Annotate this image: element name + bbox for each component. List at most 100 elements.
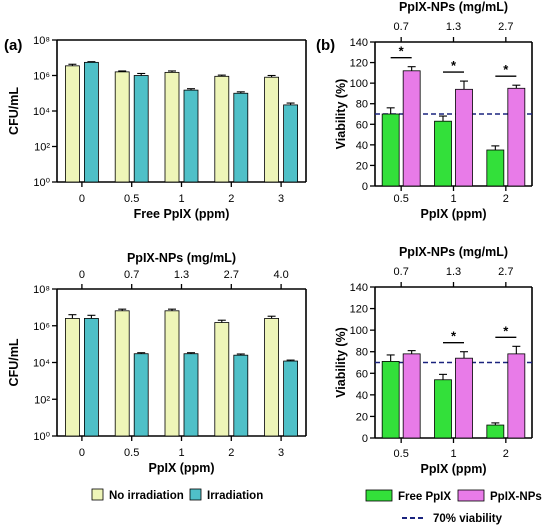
- y-tick-label: 10⁸: [33, 284, 50, 296]
- y-tick-label: 10⁰: [33, 177, 50, 189]
- bar-ppix-nps: [507, 87, 526, 187]
- x-tick-label: 2: [228, 447, 234, 459]
- top-tick-label: 0.7: [124, 269, 139, 281]
- y-tick-label: 10²: [34, 394, 50, 406]
- y-tick-label: 140: [350, 37, 368, 49]
- top-tick-label: 2.7: [224, 269, 239, 281]
- x-tick-label: 3: [278, 193, 284, 205]
- top-tick-label: 2.7: [498, 266, 513, 278]
- y-tick-label: 10⁶: [33, 321, 50, 333]
- legend-swatch-free-pplx: [365, 489, 393, 502]
- bar-no-irradiation: [264, 318, 280, 437]
- bar-irradiation: [183, 353, 199, 437]
- y-tick-label: 40: [356, 390, 368, 402]
- bar-irradiation: [233, 354, 249, 437]
- x-tick-label: 3: [278, 447, 284, 459]
- bar-no-irradiation: [214, 322, 230, 437]
- y-tick-label: 10⁴: [33, 106, 50, 118]
- top-tick-label: 1.3: [446, 21, 461, 33]
- y-tick-label: 20: [356, 160, 368, 172]
- top-tick-label: 1.3: [174, 269, 189, 281]
- legends: No irradiation Irradiation Free PpIX PpIX-N…: [91, 488, 542, 525]
- y-tick-label: 10⁰: [33, 431, 50, 443]
- y-tick-label: 140: [350, 282, 368, 294]
- legend-label: 70% viability: [433, 513, 503, 525]
- bar-free-ppix: [434, 379, 452, 439]
- y-tick-label: 60: [356, 119, 368, 131]
- y-tick-label: 120: [350, 58, 368, 70]
- y-tick-label: 10⁴: [33, 358, 50, 370]
- bar-no-irradiation: [65, 318, 80, 437]
- bar-no-irradiation: [264, 76, 280, 183]
- bar-ppix-nps: [402, 353, 421, 439]
- x-tick-label: 2: [503, 448, 509, 460]
- top-tick-label: 2.7: [498, 21, 513, 33]
- bar-no-irradiation: [114, 71, 130, 183]
- y-axis-label: CFU/mL: [7, 87, 21, 135]
- legend-label: PpIX-NPs: [490, 491, 542, 503]
- top-axis-label: PpIX-NPs (mg/mL): [399, 245, 508, 259]
- legend-label: Free PpIX: [398, 491, 451, 503]
- x-axis-label: PpIX (ppm): [149, 461, 215, 475]
- bar-ppix-nps: [455, 357, 473, 439]
- bar-irradiation: [283, 104, 299, 183]
- x-tick-label: 0: [79, 193, 85, 205]
- x-axis-label: PpIX (ppm): [421, 462, 487, 476]
- x-tick-label: 1: [178, 193, 184, 205]
- chart-b2: 0 20 40 60 80 100 120 140 0.5 0.7 1 1.3 * 2 2.7 * PpIX (…: [334, 245, 533, 476]
- panel-label-a: (a): [4, 37, 22, 54]
- charts: 10⁰ 10² 10⁴ 10⁶ 10⁸ 0 0.5 1 2 3 Free PpIX (ppm) CFU…: [7, 0, 533, 476]
- legend-label: No irradiation: [109, 490, 184, 502]
- y-tick-label: 80: [356, 347, 368, 359]
- y-tick-label: 100: [350, 78, 368, 90]
- bar-irradiation: [283, 360, 299, 437]
- x-tick-label: 1: [450, 193, 456, 205]
- legend-swatch-pplx-nps: [457, 489, 485, 502]
- bar-free-ppix: [434, 120, 452, 187]
- y-axis-label: Viability (%): [334, 327, 348, 398]
- x-tick-label: 2: [228, 193, 234, 205]
- y-axis-label: CFU/mL: [7, 338, 21, 386]
- significance-star: *: [451, 329, 457, 344]
- y-tick-label: 20: [356, 411, 368, 423]
- bar-ppix-nps: [507, 353, 526, 439]
- bar-no-irradiation: [65, 65, 80, 183]
- x-tick-label: 0.5: [394, 448, 409, 460]
- legend-swatch-no-irradiation: [91, 488, 104, 501]
- significance-star: *: [451, 58, 457, 73]
- top-tick-label: 0: [79, 269, 85, 281]
- y-tick-label: 80: [356, 99, 368, 111]
- bar-no-irradiation: [164, 71, 180, 183]
- x-tick-label: 0.5: [394, 193, 409, 205]
- y-axis-label: Viability (%): [334, 79, 348, 150]
- bar-free-ppix: [486, 424, 505, 439]
- y-tick-label: 40: [356, 140, 368, 152]
- bar-free-ppix: [486, 149, 505, 187]
- y-tick-label: 0: [362, 181, 368, 193]
- bar-irradiation: [84, 61, 99, 183]
- chart-a1: 10⁰ 10² 10⁴ 10⁶ 10⁸ 0 0.5 1 2 3 Free PpIX (ppm) CFU…: [7, 35, 307, 221]
- chart-b1: 0 20 40 60 80 100 120 140 0.5 0.7 * 1 1.3 * 2 2.7 * PpIX …: [334, 0, 533, 221]
- bar-no-irradiation: [164, 310, 180, 437]
- bar-irradiation: [133, 353, 149, 437]
- top-axis-label: PpIX-NPs (mg/mL): [127, 251, 236, 265]
- x-tick-label: 1: [450, 448, 456, 460]
- y-tick-label: 10²: [34, 142, 50, 154]
- bar-irradiation: [183, 89, 199, 183]
- top-tick-label: 0.7: [394, 266, 409, 278]
- bar-irradiation: [133, 75, 149, 183]
- significance-star: *: [399, 44, 405, 59]
- x-tick-label: 1: [178, 447, 184, 459]
- significance-star: *: [503, 323, 509, 338]
- x-tick-label: 2: [503, 193, 509, 205]
- x-axis-label: Free PpIX (ppm): [134, 207, 230, 221]
- x-tick-label: 0: [79, 447, 85, 459]
- y-tick-label: 10⁶: [33, 71, 50, 83]
- top-tick-label: 4.0: [273, 269, 288, 281]
- y-tick-label: 60: [356, 368, 368, 380]
- top-axis-label: PpIX-NPs (mg/mL): [399, 0, 508, 14]
- x-tick-label: 0.5: [124, 447, 139, 459]
- legend-swatch-irradiation: [189, 488, 202, 501]
- x-axis-label: PpIX (ppm): [421, 207, 487, 221]
